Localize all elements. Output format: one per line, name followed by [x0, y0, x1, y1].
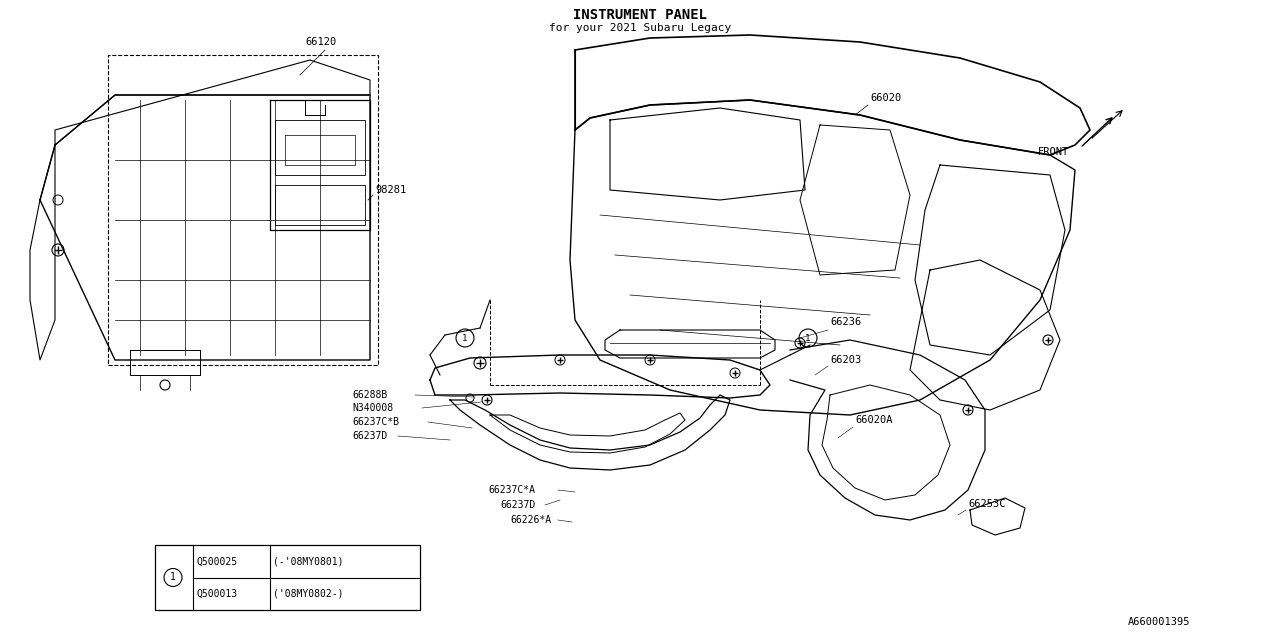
Text: 1: 1	[170, 573, 175, 582]
Bar	[155, 545, 420, 610]
Text: 66203: 66203	[829, 355, 861, 365]
Text: 66226*A: 66226*A	[509, 515, 552, 525]
Text: 66288B: 66288B	[352, 390, 388, 400]
Text: 66020A: 66020A	[855, 415, 892, 425]
Text: 66237C*B: 66237C*B	[352, 417, 399, 427]
Text: Q500025: Q500025	[196, 556, 237, 566]
Text: N340008: N340008	[352, 403, 393, 413]
Text: FRONT: FRONT	[1038, 147, 1069, 157]
Text: 1: 1	[805, 333, 810, 342]
Text: for your 2021 Subaru Legacy: for your 2021 Subaru Legacy	[549, 23, 731, 33]
Bar	[108, 55, 378, 365]
Text: 66020: 66020	[870, 93, 901, 103]
Text: 66253C: 66253C	[968, 499, 1006, 509]
Text: 66237C*A: 66237C*A	[488, 485, 535, 495]
Text: 98281: 98281	[375, 185, 406, 195]
Text: 1: 1	[462, 333, 467, 342]
Text: 66236: 66236	[829, 317, 861, 327]
Text: 66237D: 66237D	[352, 431, 388, 441]
Text: (-'08MY0801): (-'08MY0801)	[273, 556, 343, 566]
Text: Q500013: Q500013	[196, 589, 237, 599]
Text: 66237D: 66237D	[500, 500, 535, 510]
Text: ('08MY0802-): ('08MY0802-)	[273, 589, 343, 599]
Text: 66120: 66120	[305, 37, 337, 47]
Text: A660001395: A660001395	[1128, 617, 1190, 627]
Text: INSTRUMENT PANEL: INSTRUMENT PANEL	[573, 8, 707, 22]
